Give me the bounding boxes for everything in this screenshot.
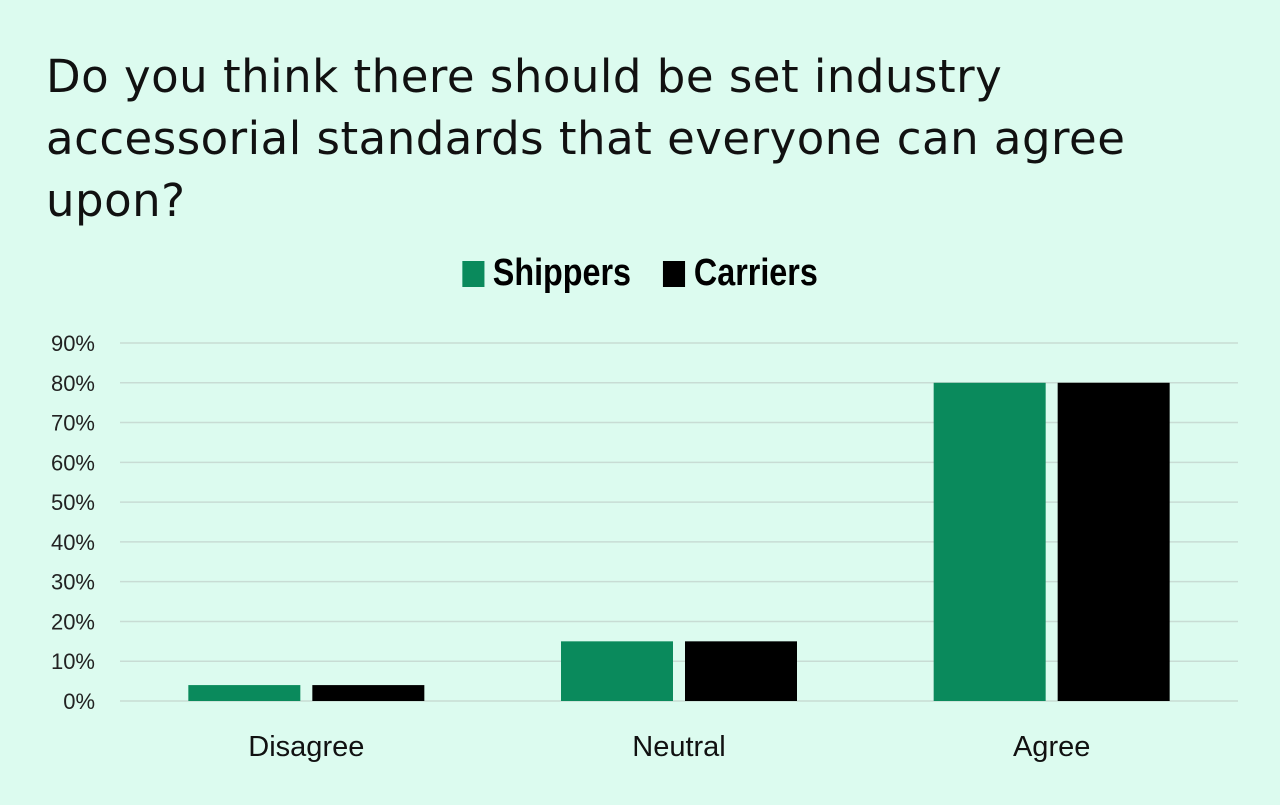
y-tick-label: 30%: [51, 570, 95, 595]
y-tick-label: 10%: [51, 649, 95, 674]
x-category-label: Disagree: [248, 731, 364, 763]
legend-swatch-carriers: [663, 260, 686, 287]
bar-shippers-agree: [933, 382, 1046, 701]
legend-label-shippers: Shippers: [492, 252, 632, 294]
y-tick-label: 90%: [51, 331, 95, 356]
y-tick-label: 50%: [51, 490, 95, 515]
x-category-label: Neutral: [632, 731, 726, 763]
y-tick-label: 20%: [51, 609, 95, 634]
bar-carriers-neutral: [685, 641, 797, 701]
bar-shippers-disagree: [188, 685, 301, 701]
bar-carriers-disagree: [312, 685, 425, 701]
legend: Shippers Carriers: [96, 252, 1184, 295]
y-tick-label: 0%: [63, 689, 95, 714]
y-tick-label: 60%: [51, 450, 95, 475]
y-tick-label: 70%: [51, 411, 95, 436]
legend-swatch-shippers: [462, 260, 485, 287]
y-tick-label: 80%: [51, 371, 95, 396]
bar-carriers-agree: [1057, 382, 1170, 701]
chart-title: Do you think there should be set industr…: [46, 50, 1126, 227]
legend-item-carriers: Carriers: [663, 252, 818, 295]
legend-label-carriers: Carriers: [693, 252, 818, 294]
bar-shippers-neutral: [561, 641, 673, 701]
x-category-label: Agree: [1013, 731, 1090, 763]
legend-item-shippers: Shippers: [462, 252, 631, 295]
y-tick-label: 40%: [51, 530, 95, 555]
